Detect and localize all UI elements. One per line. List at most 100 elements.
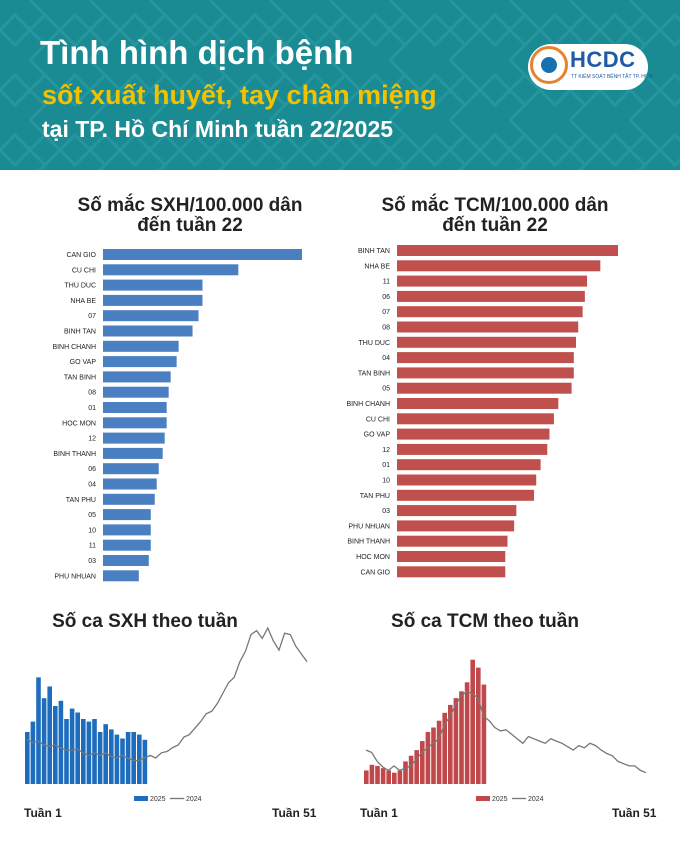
tcm-weekly-bar-2025	[431, 727, 436, 784]
sxh-weekly-bar-2025	[64, 719, 69, 784]
tcm-rate-bar	[397, 413, 554, 425]
sxh-rate-category-label: GO VAP	[70, 359, 97, 366]
sxh-rate-title: Số mắc SXH/100.000 dân đến tuần 22	[40, 196, 340, 236]
sxh-rate-title-line1: Số mắc SXH/100.000 dân	[77, 195, 303, 216]
tcm-rate-title-line2: đến tuần 22	[442, 215, 548, 236]
tcm-rate-category-label: 01	[382, 462, 390, 469]
sxh-rate-bar	[103, 325, 193, 337]
sxh-rate-category-label: CAN GIO	[66, 252, 96, 259]
tcm-weekly-bar-2025	[408, 755, 414, 784]
sxh-rate-bar	[103, 463, 159, 475]
tcm-rate-category-label: BINH TAN	[358, 248, 390, 255]
logo-small-text: TT KIỂM SOÁT BỆNH TẬT TP. HCM	[571, 74, 653, 80]
sxh-week-start-label: Tuần 1	[24, 806, 62, 820]
tcm-rate-bar	[397, 306, 583, 318]
sxh-rate-category-label: PHU NHUAN	[54, 573, 96, 580]
sxh-rate-category-label: 01	[88, 405, 96, 412]
tcm-rate-category-label: CU CHI	[366, 416, 390, 423]
sxh-rate-category-label: 11	[89, 543, 96, 550]
sxh-rate-bar	[103, 539, 151, 551]
sxh-rate-bar	[103, 524, 151, 536]
tcm-rate-bar	[397, 382, 572, 394]
tcm-weekly-legend-label-2024: 2024	[528, 796, 544, 803]
sxh-rate-category-label: 10	[88, 527, 96, 534]
tcm-rate-category-label: THU DUC	[359, 340, 391, 347]
sxh-weekly-bar-2025	[120, 738, 125, 784]
tcm-rate-category-label: 04	[382, 355, 390, 362]
tcm-weekly-bar-2025	[392, 772, 397, 784]
sxh-rate-category-label: 06	[88, 466, 96, 473]
tcm-weekly-legend-label-2025: 2025	[492, 796, 508, 803]
sxh-weekly-bar-2025	[47, 686, 52, 784]
sxh-weekly-line-2024	[26, 626, 308, 762]
tcm-rate-category-label: NHA BE	[364, 263, 390, 270]
sxh-weekly-legend-swatch-2025	[134, 796, 148, 801]
tcm-weekly-bar-2025	[414, 750, 419, 784]
sxh-rate-bar	[103, 493, 155, 505]
tcm-rate-category-label: 07	[382, 309, 390, 316]
tcm-rate-category-label: BINH CHANH	[346, 401, 390, 408]
sxh-rate-bar	[103, 478, 157, 490]
hcdc-logo: HCDC TT KIỂM SOÁT BỆNH TẬT TP. HCM	[528, 44, 653, 90]
tcm-rate-category-label: 08	[382, 325, 390, 332]
tcm-weekly-bar-2025	[442, 712, 447, 784]
sxh-weekly-bar-2025	[81, 719, 86, 784]
sxh-weekly-legend-label-2024: 2024	[186, 796, 202, 803]
sxh-rate-category-label: HOC MON	[62, 420, 96, 427]
tcm-rate-category-label: TAN BINH	[358, 370, 390, 377]
sxh-rate-bar	[103, 264, 239, 276]
sxh-rate-category-label: 05	[88, 512, 96, 519]
sxh-rate-category-label: THU DUC	[65, 283, 97, 290]
sxh-weekly-bar-2025	[25, 732, 30, 784]
sxh-rate-bar	[103, 555, 149, 566]
tcm-weekly-bar-2025	[470, 659, 475, 784]
sxh-weekly-bar-2025	[41, 698, 47, 784]
sxh-rate-bar	[103, 310, 199, 322]
tcm-rate-bar	[397, 551, 506, 562]
tcm-rate-bar	[397, 489, 535, 501]
sxh-rate-bar	[103, 509, 151, 521]
sxh-weekly-bar-2025	[75, 712, 80, 784]
page-title: Tình hình dịch bệnh	[40, 34, 354, 71]
sxh-weekly-bar-2025	[131, 732, 136, 784]
tcm-rate-bar	[397, 474, 537, 486]
tcm-rate-bar	[397, 336, 577, 348]
tcm-rate-bar	[397, 428, 550, 440]
tcm-rate-title-line1: Số mắc TCM/100.000 dân	[381, 195, 609, 216]
sxh-weekly-bar-2025	[114, 734, 120, 784]
tcm-rate-bar	[397, 505, 517, 517]
tcm-weekly-bar-2025	[375, 765, 380, 784]
tcm-rate-bar	[397, 566, 506, 578]
sxh-rate-bar	[103, 294, 203, 306]
tcm-weekly-bar-2025	[464, 682, 470, 784]
tcm-weekly-bar-2025	[481, 684, 487, 784]
tcm-rate-bar	[397, 398, 559, 409]
sxh-rate-category-label: 08	[88, 390, 96, 397]
sxh-rate-bar	[103, 371, 171, 383]
sxh-week-end-label: Tuần 51	[272, 806, 317, 820]
tcm-rate-title: Số mắc TCM/100.000 dân đến tuần 22	[345, 196, 645, 236]
tcm-weekly-bar-2025	[425, 732, 431, 784]
logo-emblem-icon	[530, 46, 568, 84]
logo-text: HCDC	[570, 47, 636, 72]
sxh-rate-category-label: BINH THANH	[53, 451, 96, 458]
sxh-weekly-bar-2025	[69, 708, 75, 784]
tcm-rate-category-label: 05	[382, 386, 390, 393]
tcm-rate-bar	[397, 535, 508, 547]
page-subtitle: sốt xuất huyết, tay chân miệng	[42, 80, 437, 110]
tcm-week-start-label: Tuần 1	[360, 806, 398, 820]
tcm-rate-bar	[397, 290, 585, 302]
sxh-rate-bar	[103, 447, 163, 459]
tcm-rate-bar	[397, 321, 579, 333]
tcm-weekly-bar-2025	[403, 761, 408, 784]
sxh-rate-category-label: NHA BE	[70, 298, 96, 305]
sxh-rate-title-line2: đến tuần 22	[137, 215, 243, 236]
sxh-weekly-bar-2025	[30, 721, 36, 784]
tcm-rate-bar	[397, 245, 618, 256]
tcm-rate-category-label: CAN GIO	[360, 569, 390, 576]
tcm-weekly-bar-2025	[364, 770, 369, 784]
sxh-rate-category-label: CU CHI	[72, 267, 96, 274]
tcm-weekly-bar-2025	[369, 764, 375, 784]
sxh-rate-bar	[103, 249, 302, 260]
tcm-week-end-label: Tuần 51	[612, 806, 657, 820]
